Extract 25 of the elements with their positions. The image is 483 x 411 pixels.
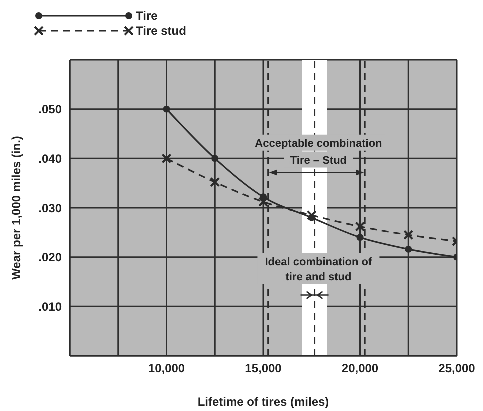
point <box>163 106 170 113</box>
point <box>210 177 220 188</box>
x-tick-label: 15,000 <box>245 362 282 376</box>
annotation: Tire – Stud <box>290 154 348 167</box>
legend-label: Tire stud <box>136 24 186 38</box>
x-tick-label: 25,000 <box>438 362 476 376</box>
point <box>212 155 219 162</box>
point <box>356 234 364 242</box>
point <box>306 210 317 220</box>
annotation: Ideal combination of tire and stud <box>265 256 373 284</box>
y-tick-label: .010 <box>38 300 62 314</box>
x-tick-label: 10,000 <box>148 362 186 376</box>
x-tick-label: 20,000 <box>342 362 379 376</box>
y-tick-label: .030 <box>38 201 62 216</box>
point <box>162 154 172 164</box>
y-tick-label: .040 <box>38 152 62 166</box>
point <box>404 230 414 240</box>
annotation: Acceptable combination <box>255 138 383 150</box>
y-tick-label: .050 <box>38 102 62 117</box>
point <box>258 197 268 208</box>
point <box>355 222 366 232</box>
y-axis-title: Wear per 1,000 miles (in.) <box>9 136 24 280</box>
y-tick-label: .020 <box>38 250 62 265</box>
legend-label: Tire <box>136 8 158 22</box>
point <box>405 246 412 253</box>
